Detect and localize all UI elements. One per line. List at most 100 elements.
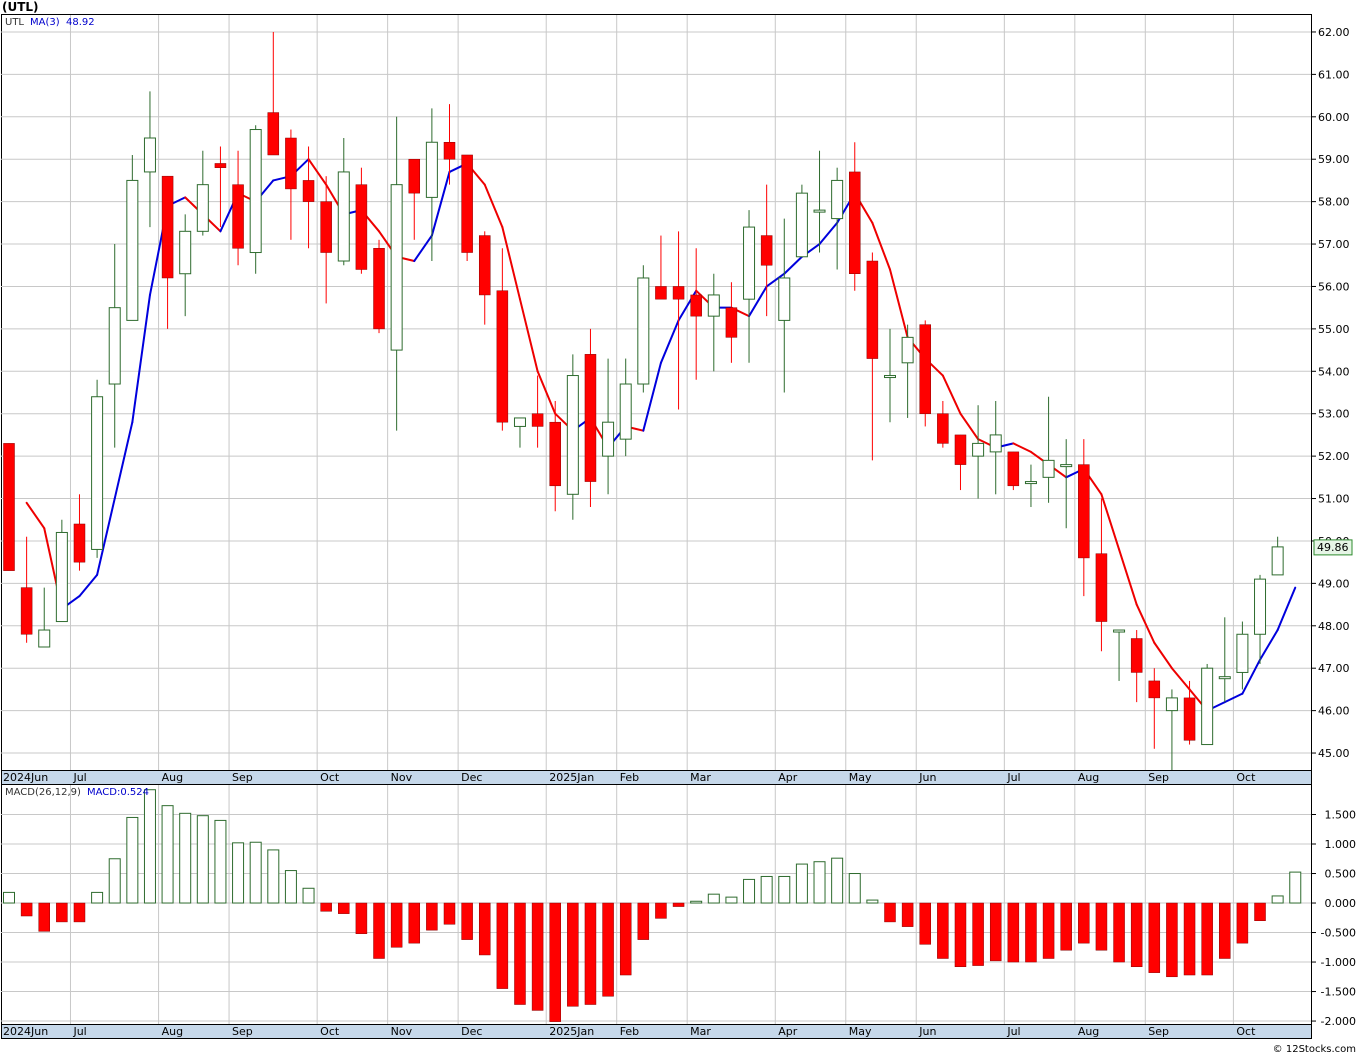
candle-body-up	[1165, 697, 1178, 712]
ma3-segment	[1135, 603, 1156, 644]
x-tick-label: Jul	[72, 1025, 86, 1038]
macd-bar-negative	[1007, 902, 1020, 963]
candle-body-up	[707, 294, 720, 317]
y-tick-label: 0.000	[1325, 897, 1357, 910]
candle-body-down	[866, 260, 879, 359]
candle-body-up	[390, 184, 403, 351]
ma3-segment	[818, 221, 839, 246]
x-tick-label: May	[849, 771, 872, 784]
macd-bar-negative	[584, 902, 597, 1005]
macd-bar-negative	[1042, 902, 1055, 959]
macd-bar-positive	[1271, 895, 1284, 904]
candle-body-up	[1060, 464, 1073, 468]
candle-body-down	[725, 307, 738, 338]
last-price-box	[1313, 539, 1353, 556]
candle-body-up	[1271, 546, 1284, 576]
candle-body-down	[919, 324, 931, 414]
macd-bar-positive	[179, 812, 192, 904]
macd-month-labels: 2024Jun Jul Aug Sep Oct Nov Dec 2025Jan Feb Mar Ap…	[3, 1025, 1256, 1038]
x-tick-label: Mar	[690, 1025, 711, 1038]
ma3-segment	[113, 421, 134, 500]
candle-body-up	[619, 383, 632, 440]
macd-bar-negative	[1095, 902, 1108, 951]
macd-bar-negative	[426, 902, 438, 931]
ma3-segment	[1241, 658, 1262, 695]
legend-ma-value: 48.92	[66, 17, 95, 28]
macd-bar-negative	[320, 902, 332, 912]
candle-body-up	[972, 442, 985, 457]
macd-bar-negative	[1201, 902, 1213, 976]
ma3-segment	[307, 158, 328, 186]
candle-body-up	[91, 396, 104, 550]
candle-body-down	[1148, 680, 1161, 699]
candle-body-down	[3, 443, 15, 571]
ma3-segment	[659, 319, 680, 364]
y-tick-label: 58.00	[1318, 196, 1350, 209]
ma3-segment	[536, 370, 557, 415]
macd-bar-negative	[338, 902, 350, 914]
ma3-segment	[1170, 667, 1191, 691]
x-tick-label: 2024Jun	[3, 771, 48, 784]
macd-bar-positive	[848, 873, 861, 904]
macd-bar-positive	[831, 857, 844, 904]
macd-bar-negative	[1166, 902, 1178, 978]
candle-body-up	[813, 209, 826, 213]
ma3-segment	[959, 412, 980, 441]
ma3-segment	[1276, 586, 1297, 632]
x-tick-label: Jul	[1006, 1025, 1020, 1038]
macd-bar-negative	[549, 902, 561, 1022]
y-tick-label: 53.00	[1318, 408, 1350, 421]
macd-bar-negative	[38, 902, 50, 932]
candle-body-up	[126, 179, 139, 321]
ma3-segment	[413, 234, 433, 263]
macd-bar-negative	[1183, 902, 1196, 976]
macd-bar-negative	[937, 902, 949, 959]
macd-grid	[1, 785, 1311, 1024]
x-tick-label: Oct	[1236, 771, 1256, 784]
candle-body-up	[831, 179, 844, 220]
ma3-segment	[1259, 629, 1279, 661]
candle-body-up	[884, 375, 896, 379]
macd-bar-negative	[496, 902, 509, 989]
macd-bar-positive	[866, 899, 879, 904]
x-tick-label: 2024Jun	[3, 1025, 48, 1038]
candle-body-down	[232, 184, 244, 249]
macd-bar-negative	[972, 902, 984, 966]
y-tick-label: -2.000	[1321, 1015, 1356, 1028]
ma3-segment	[430, 170, 451, 237]
last-price-label: 49.86	[1317, 541, 1349, 554]
macd-bar-positive	[126, 816, 139, 904]
x-tick-label: Nov	[391, 771, 413, 784]
ma3-segment	[131, 293, 151, 424]
macd-bar-positive	[725, 896, 738, 904]
ma3-segment	[642, 361, 662, 432]
macd-panel: 1.500 1.000 0.500 0.000 -0.500 -1.000 -1.500 -2…	[1, 784, 1357, 1028]
price-panel: 45.0046.0047.0048.0049.0050.0051.0052.00…	[1, 14, 1353, 771]
macd-y-axis: 1.500 1.000 0.500 0.000 -0.500 -1.000 -1.500 -2…	[1311, 809, 1357, 1028]
candle-body-up	[602, 421, 615, 457]
macd-bar-negative	[56, 902, 68, 923]
x-tick-label: Dec	[461, 1025, 482, 1038]
candle-body-down	[937, 413, 949, 444]
macd-bar-negative	[901, 902, 914, 927]
price-y-axis: 45.0046.0047.0048.0049.0050.0051.0052.00…	[1311, 26, 1350, 760]
copyright-text: © 12Stocks.com	[1273, 1044, 1356, 1055]
macd-bar-negative	[672, 902, 685, 907]
x-tick-label: Aug	[1078, 1025, 1099, 1038]
candle-body-up	[1201, 667, 1214, 746]
legend-macd-value: MACD:0.524	[87, 787, 149, 798]
macd-bar-negative	[355, 902, 368, 934]
candle-body-up	[425, 141, 438, 198]
macd-bar-positive	[3, 891, 15, 904]
candle-body-down	[73, 523, 86, 563]
macd-bar-negative	[1236, 902, 1249, 944]
x-tick-label: Aug	[162, 771, 183, 784]
macd-bar-positive	[161, 805, 174, 904]
candle-body-down	[1007, 451, 1020, 487]
x-tick-label: Oct	[320, 771, 340, 784]
macd-bar-positive	[284, 870, 297, 904]
macd-bar-negative	[514, 902, 526, 1005]
candle-body-down	[443, 141, 456, 160]
macd-bar-negative	[919, 902, 931, 945]
macd-bar-positive	[232, 842, 245, 904]
